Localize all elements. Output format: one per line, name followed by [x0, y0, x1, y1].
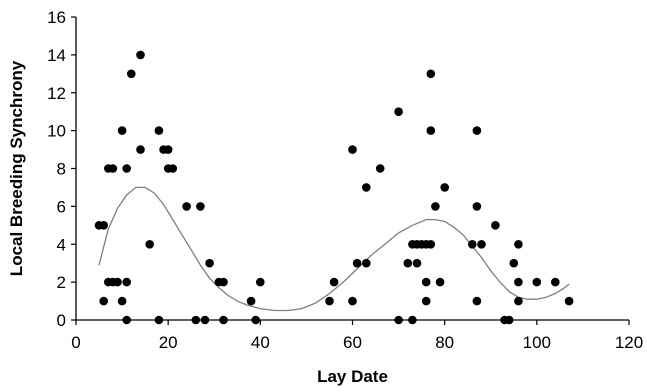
data-point: [551, 277, 560, 287]
data-point: [431, 202, 440, 211]
y-axis-ticks: 0 2 4 6 8 10 12 14 16: [47, 8, 76, 330]
x-tick-label: 60: [343, 333, 362, 352]
data-point: [255, 277, 265, 287]
x-tick-label: 20: [159, 333, 178, 352]
x-tick-label: 120: [615, 333, 643, 352]
y-tick-label: 12: [47, 84, 66, 103]
data-point: [362, 258, 371, 268]
data-point: [154, 126, 164, 135]
data-point: [168, 164, 178, 173]
data-point: [145, 240, 154, 249]
x-axis-ticks: 0 20 40 60 80 100 120: [71, 320, 643, 352]
data-point: [491, 221, 500, 230]
data-point: [219, 277, 228, 287]
y-tick-label: 14: [47, 46, 66, 65]
data-point: [127, 69, 136, 79]
data-point: [196, 202, 205, 211]
x-tick-label: 0: [71, 333, 80, 352]
data-point: [99, 296, 108, 306]
x-tick-label: 80: [435, 333, 454, 352]
data-point: [117, 126, 127, 135]
data-point: [472, 296, 482, 306]
data-point: [352, 258, 362, 268]
data-point: [362, 183, 371, 192]
data-point: [426, 240, 436, 249]
data-point: [122, 164, 131, 173]
data-point: [421, 277, 431, 287]
x-axis-title: Lay Date: [317, 367, 388, 386]
data-points: [94, 50, 574, 325]
data-point: [472, 202, 482, 211]
data-point: [421, 296, 431, 306]
trend-line: [98, 186, 570, 312]
data-point: [108, 164, 118, 173]
data-point: [163, 145, 173, 154]
data-point: [136, 50, 145, 60]
data-point: [325, 296, 334, 306]
data-point: [329, 277, 339, 287]
y-tick-label: 0: [57, 311, 66, 330]
data-point: [348, 145, 357, 154]
y-tick-label: 10: [47, 122, 66, 141]
data-point: [477, 240, 486, 249]
x-tick-label: 100: [523, 333, 551, 352]
data-point: [136, 145, 145, 154]
data-point: [426, 69, 436, 79]
y-tick-label: 8: [57, 160, 66, 179]
data-point: [440, 183, 450, 192]
x-tick-label: 40: [251, 333, 270, 352]
y-tick-label: 6: [57, 197, 66, 216]
data-point: [514, 240, 523, 249]
data-point: [514, 296, 523, 306]
data-point: [509, 258, 519, 268]
data-point: [564, 296, 574, 306]
data-point: [403, 258, 413, 268]
data-point: [472, 126, 482, 135]
data-point: [426, 126, 436, 135]
data-point: [117, 296, 127, 306]
data-point: [375, 164, 385, 173]
data-point: [468, 240, 477, 249]
data-point: [435, 277, 445, 287]
data-point: [122, 277, 131, 287]
data-point: [412, 258, 422, 268]
data-point: [205, 258, 214, 268]
y-axis-title: Local Breeding Synchrony: [7, 60, 26, 276]
data-point: [514, 277, 523, 287]
data-point: [394, 107, 403, 116]
y-tick-label: 4: [57, 235, 66, 254]
data-point: [113, 277, 122, 287]
data-point: [246, 296, 256, 306]
data-point: [348, 296, 357, 306]
data-point: [532, 277, 542, 287]
data-point: [99, 221, 108, 230]
data-point: [182, 202, 191, 211]
y-tick-label: 2: [57, 273, 66, 292]
y-tick-label: 16: [47, 8, 66, 27]
